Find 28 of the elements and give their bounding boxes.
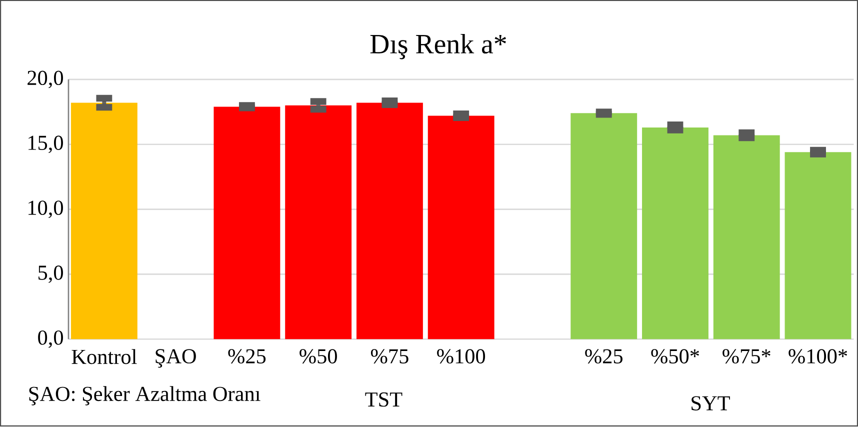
x-tick-label: ŞAO (156, 349, 196, 368)
bar (713, 136, 780, 340)
text: ŞAO: Şeker Azaltma Oranı (29, 386, 260, 406)
x-tick-label: %75 (370, 349, 408, 364)
x-tick-label: %75* (722, 349, 770, 364)
y-tick-label: 0,0 (38, 330, 63, 348)
bar (70, 103, 138, 340)
x-tick-label: %25 (228, 349, 266, 364)
bar (285, 106, 352, 340)
bar (784, 152, 852, 340)
bar (214, 106, 280, 340)
x-tick-label: %50 (300, 349, 337, 364)
bar (428, 116, 494, 340)
bar (570, 113, 638, 340)
y-tick-label: 20,0 (28, 70, 63, 88)
y-tick-label: 5,0 (38, 266, 63, 284)
text: SYT (692, 396, 730, 411)
x-tick-label: Kontrol (72, 349, 137, 364)
bar (356, 103, 423, 340)
x-tick-label: %100 (437, 349, 486, 364)
x-tick-label: %25 (585, 349, 622, 364)
x-tick-label: %50* (651, 349, 699, 364)
bar (642, 128, 708, 340)
x-tick-label: %100* (788, 349, 848, 364)
y-tick-label: 15,0 (28, 136, 63, 154)
text: TST (365, 392, 402, 407)
y-tick-label: 10,0 (28, 200, 63, 218)
chart-title: Dış Renk a* (370, 34, 506, 60)
